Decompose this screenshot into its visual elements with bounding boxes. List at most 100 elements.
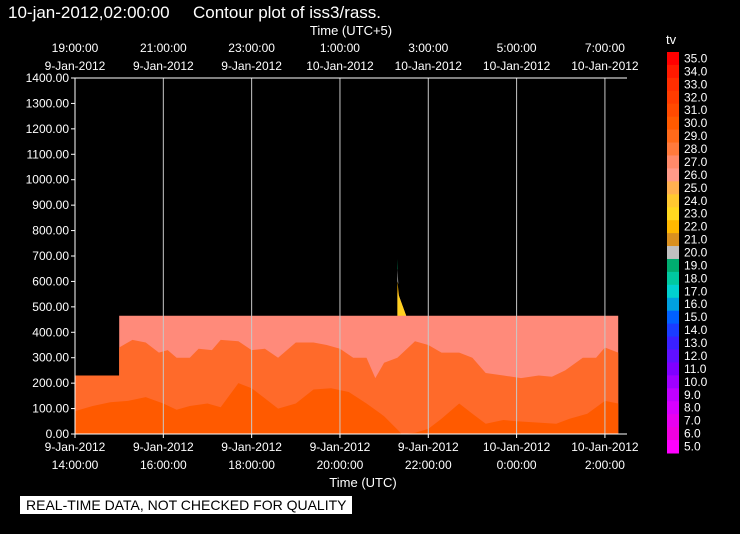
- colorbar-swatch: [667, 52, 679, 66]
- top-tick-time: 1:00:00: [320, 41, 360, 55]
- x-tick-date: 9-Jan-2012: [310, 440, 371, 454]
- colorbar-value: 24.0: [684, 194, 708, 208]
- top-tick-time: 21:00:00: [140, 41, 187, 55]
- colorbar-value: 26.0: [684, 168, 708, 182]
- top-tick-date: 10-Jan-2012: [395, 59, 463, 73]
- top-tick-date: 10-Jan-2012: [571, 59, 639, 73]
- colorbar-value: 16.0: [684, 297, 708, 311]
- top-tick-time: 3:00:00: [408, 41, 448, 55]
- top-tick-date: 9-Jan-2012: [133, 59, 194, 73]
- colorbar-value: 8.0: [684, 401, 701, 415]
- colorbar-swatch: [667, 323, 679, 338]
- y-tick-label: 600.00: [32, 274, 69, 288]
- y-tick-label: 1100.00: [27, 147, 70, 161]
- x-tick-time: 22:00:00: [405, 458, 452, 472]
- colorbar-value: 11.0: [684, 362, 707, 376]
- colorbar-swatch: [667, 388, 679, 402]
- x-tick-time: 20:00:00: [317, 458, 364, 472]
- y-tick-label: 1000.00: [26, 173, 70, 187]
- colorbar-swatch: [667, 77, 679, 92]
- top-axis-label: Time (UTC+5): [310, 23, 392, 38]
- y-tick-label: 1300.00: [26, 96, 70, 110]
- x-tick-date: 10-Jan-2012: [483, 440, 551, 454]
- colorbar-value: 20.0: [684, 246, 708, 260]
- colorbar-value: 32.0: [684, 90, 708, 104]
- x-tick-date: 9-Jan-2012: [221, 440, 282, 454]
- y-tick-label: 1400.00: [26, 71, 70, 85]
- quality-notice: REAL-TIME DATA, NOT CHECKED FOR QUALITY: [20, 496, 353, 514]
- colorbar-swatch: [667, 142, 679, 156]
- x-tick-date: 9-Jan-2012: [398, 440, 459, 454]
- colorbar-value: 18.0: [684, 271, 708, 285]
- top-tick-date: 9-Jan-2012: [221, 59, 282, 73]
- colorbar-value: 7.0: [684, 414, 701, 428]
- top-tick-time: 19:00:00: [52, 41, 99, 55]
- colorbar-value: 14.0: [684, 323, 708, 337]
- colorbar-swatch: [667, 297, 679, 312]
- colorbar-value: 21.0: [684, 233, 708, 247]
- colorbar-swatch: [667, 233, 679, 247]
- contour-level-29.0: [75, 383, 619, 434]
- colorbar-value: 10.0: [684, 375, 708, 389]
- colorbar-swatch: [667, 310, 679, 325]
- colorbar-value: 34.0: [684, 64, 708, 78]
- colorbar-swatch: [667, 427, 679, 441]
- colorbar-value: 31.0: [684, 103, 708, 117]
- colorbar-value: 33.0: [684, 77, 708, 91]
- colorbar-swatch: [667, 246, 679, 260]
- colorbar-value: 30.0: [684, 116, 708, 130]
- colorbar-swatch: [667, 220, 679, 234]
- colorbar-value: 29.0: [684, 129, 708, 143]
- y-tick-label: 700.00: [32, 249, 69, 263]
- y-tick-label: 1200.00: [26, 122, 70, 136]
- colorbar-value: 12.0: [684, 349, 708, 363]
- colorbar-swatch: [667, 414, 679, 428]
- y-tick-label: 400.00: [32, 325, 69, 339]
- colorbar-value: 13.0: [684, 336, 708, 350]
- contour-level-22.0: [397, 281, 400, 297]
- colorbar-swatch: [667, 362, 679, 376]
- contour-level-24.0: [397, 291, 407, 316]
- colorbar-value: 27.0: [684, 155, 708, 169]
- y-tick-label: 0.00: [46, 427, 70, 441]
- contour-level-20.0: [397, 268, 399, 284]
- top-tick-date: 10-Jan-2012: [306, 59, 374, 73]
- x-tick-date: 9-Jan-2012: [45, 440, 106, 454]
- x-axis-label: Time (UTC): [329, 475, 396, 490]
- colorbar-swatch: [667, 168, 679, 182]
- colorbar-swatch: [667, 271, 679, 286]
- colorbar-swatch: [667, 375, 679, 389]
- y-tick-label: 800.00: [32, 224, 69, 238]
- colorbar-swatch: [667, 129, 679, 144]
- top-tick-time: 7:00:00: [585, 41, 625, 55]
- top-tick-date: 9-Jan-2012: [45, 59, 106, 73]
- colorbar-swatch: [667, 349, 679, 363]
- colorbar-value: 19.0: [684, 258, 708, 272]
- colorbar-swatch: [667, 207, 679, 221]
- x-tick-date: 9-Jan-2012: [133, 440, 194, 454]
- x-tick-time: 16:00:00: [140, 458, 187, 472]
- y-tick-label: 900.00: [32, 198, 69, 212]
- x-tick-time: 2:00:00: [585, 458, 625, 472]
- colorbar-swatch: [667, 90, 679, 105]
- colorbar-swatch: [667, 116, 679, 131]
- colorbar-swatch: [667, 155, 679, 169]
- top-tick-date: 10-Jan-2012: [483, 59, 551, 73]
- top-tick-time: 5:00:00: [497, 41, 537, 55]
- chart-title: Contour plot of iss3/rass.: [193, 3, 381, 22]
- colorbar-value: 25.0: [684, 181, 708, 195]
- y-tick-label: 300.00: [32, 351, 69, 365]
- colorbar-swatch: [667, 336, 679, 351]
- x-tick-time: 14:00:00: [52, 458, 99, 472]
- top-tick-time: 23:00:00: [228, 41, 275, 55]
- header-timestamp: 10-jan-2012,02:00:00: [8, 3, 170, 22]
- colorbar-value: 23.0: [684, 207, 708, 221]
- colorbar-value: 35.0: [684, 51, 708, 65]
- colorbar-swatch: [667, 258, 679, 273]
- colorbar-swatch: [667, 284, 679, 299]
- colorbar-value: 15.0: [684, 310, 708, 324]
- colorbar-swatch: [667, 64, 679, 79]
- colorbar-value: 22.0: [684, 220, 708, 234]
- colorbar-value: 9.0: [684, 388, 701, 402]
